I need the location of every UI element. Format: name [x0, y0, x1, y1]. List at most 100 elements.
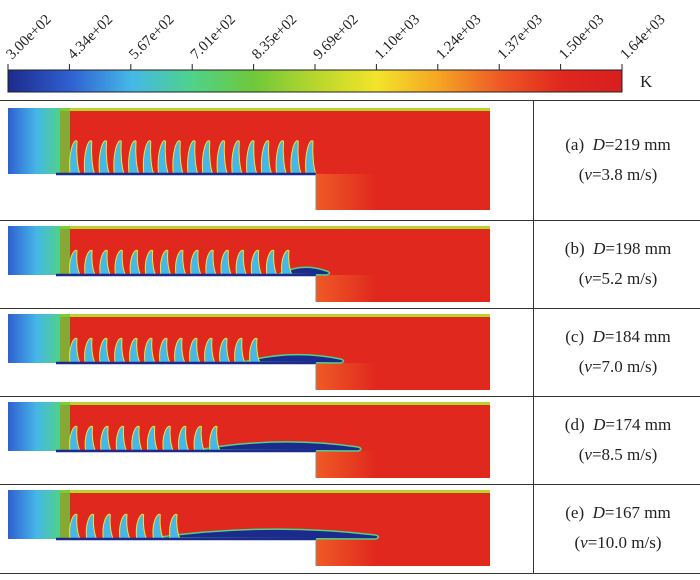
colorbar-tick-label: 1.37e+03 [495, 12, 546, 63]
film-cooling-jet [204, 337, 216, 364]
mixing-layer [60, 226, 70, 275]
film-cooling-jet [99, 249, 112, 276]
film-cooling-jet [201, 140, 214, 175]
upper-wall-layer [60, 490, 490, 493]
upper-wall-layer [60, 402, 490, 405]
temperature-field-d [8, 402, 490, 478]
inlet-jet [8, 226, 60, 275]
film-cooling-jet [131, 425, 144, 452]
panel-label-b: (b) D=198 mm (v=5.2 m/s) [564, 239, 672, 288]
downstream-region [316, 174, 490, 210]
temperature-colorbar: 3.00e+02 4.34e+02 5.67e+02 7.01e+02 8.35e+02… [4, 12, 669, 93]
colorbar-tick-label: 7.01e+02 [188, 12, 239, 63]
colorbar-tick-label: 5.67e+02 [126, 12, 177, 63]
film-cooling-jet [85, 513, 98, 540]
film-cooling-jet [275, 140, 288, 175]
film-cooling-jet [216, 140, 229, 175]
film-cooling-jet [119, 513, 131, 540]
film-cooling-jet [190, 249, 202, 276]
panel-label-e: (e) D=167 mm (v=10.0 m/s) [565, 503, 671, 552]
inlet-jet [8, 314, 60, 363]
downstream-region [316, 275, 490, 302]
film-cooling-jet [189, 337, 201, 364]
table-rule-4 [0, 484, 700, 485]
film-cooling-jet [260, 140, 273, 175]
film-cooling-jet [142, 140, 155, 175]
panel-d: (d) D=174 mm (v=8.5 m/s) [0, 396, 700, 484]
film-cooling-jet [290, 140, 303, 175]
upper-wall-layer [60, 314, 490, 317]
film-cooling-jet [129, 337, 141, 364]
film-cooling-jet [231, 140, 244, 175]
film-cooling-jet [187, 140, 199, 175]
panel-e: (e) D=167 mm (v=10.0 m/s) [0, 484, 700, 573]
film-cooling-jet [144, 337, 156, 364]
colorbar-tick-label: 9.69e+02 [311, 12, 362, 63]
film-cooling-jet [219, 337, 231, 364]
temperature-field-a [8, 108, 490, 210]
film-cooling-jet [169, 513, 181, 540]
colorbar-gradient [7, 69, 623, 93]
film-cooling-jet [281, 249, 293, 276]
film-cooling-jet [177, 425, 190, 452]
cold-cavity [242, 353, 345, 364]
film-cooling-jet [69, 140, 81, 175]
film-cooling-jet [84, 425, 97, 452]
film-cooling-jet [84, 249, 96, 276]
film-cooling-jet [128, 140, 140, 175]
film-cooling-jet [114, 337, 126, 364]
colorbar-unit: K [640, 72, 653, 91]
inlet-jet [8, 490, 60, 539]
film-cooling-jet [146, 425, 159, 452]
film-cooling-jet [69, 337, 81, 364]
hot-gas-region [8, 226, 490, 275]
film-cooling-jet [175, 249, 187, 276]
mixing-layer [60, 314, 70, 363]
downstream-region [316, 363, 490, 390]
inlet-jet [8, 108, 60, 174]
temperature-field-e [8, 490, 490, 566]
colorbar-tick-label: 1.64e+03 [618, 12, 669, 63]
film-cooling-jet [102, 513, 115, 540]
film-cooling-jet [100, 425, 112, 452]
colorbar-tick-label: 1.10e+03 [372, 12, 423, 63]
film-cooling-jet [129, 249, 142, 276]
temperature-field-b [8, 226, 490, 302]
mixing-layer [60, 108, 70, 174]
film-cooling-jet [305, 140, 317, 175]
table-bottom-rule [0, 573, 700, 574]
film-cooling-jet [250, 249, 263, 276]
film-cooling-jet [172, 140, 185, 175]
temperature-field-c [8, 314, 490, 390]
film-cooling-jet [209, 425, 221, 452]
colorbar-tick-label: 1.24e+03 [433, 12, 484, 63]
colorbar-tick-label: 4.34e+02 [65, 12, 116, 63]
film-cooling-jet [174, 337, 186, 364]
film-cooling-jet [135, 513, 148, 540]
upper-wall-layer [60, 226, 490, 229]
film-cooling-jet [265, 249, 278, 276]
film-cooling-jet [69, 249, 81, 276]
table-rule-1 [0, 220, 700, 221]
film-cooling-jet [159, 337, 171, 364]
upper-wall-layer [60, 108, 490, 111]
mixing-layer [60, 402, 70, 451]
film-cooling-jet [159, 249, 172, 276]
colorbar-tick-label: 3.00e+02 [4, 12, 55, 63]
colorbar-ticks: 3.00e+02 4.34e+02 5.67e+02 7.01e+02 8.35e+02… [4, 12, 669, 70]
table-rule-2 [0, 308, 700, 309]
colorbar-tick-label: 8.35e+02 [249, 12, 300, 63]
cold-cavity [152, 528, 380, 540]
film-cooling-jet [115, 425, 128, 452]
film-cooling-jet [84, 337, 96, 364]
film-cooling-jet [193, 425, 206, 452]
downstream-region [316, 539, 490, 566]
film-cooling-jet [113, 140, 126, 175]
film-cooling-jet [220, 249, 233, 276]
panel-label-c: (c) D=184 mm (v=7.0 m/s) [565, 327, 671, 376]
panel-label-d: (d) D=174 mm (v=8.5 m/s) [564, 415, 672, 464]
inlet-jet [8, 402, 60, 451]
film-cooling-jet [246, 140, 258, 175]
table-top-rule [0, 100, 700, 101]
panel-c: (c) D=184 mm (v=7.0 m/s) [0, 308, 700, 396]
